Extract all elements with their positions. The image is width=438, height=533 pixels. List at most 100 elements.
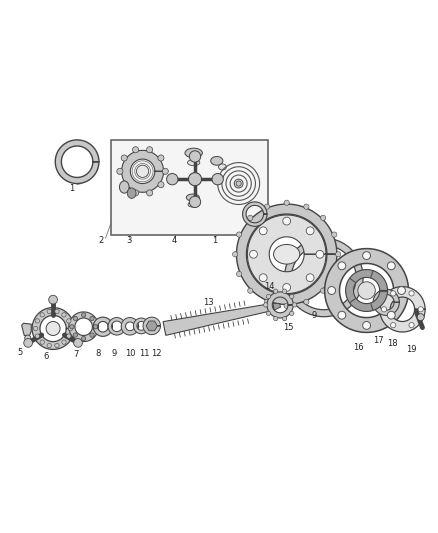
Text: 15: 15 [283,323,293,332]
Polygon shape [273,303,280,310]
Circle shape [381,306,387,312]
Circle shape [387,262,395,270]
Polygon shape [373,289,399,316]
Text: 13: 13 [203,298,214,307]
Circle shape [35,319,39,323]
Circle shape [137,165,149,177]
Circle shape [304,204,309,209]
Circle shape [358,282,375,299]
Circle shape [387,311,395,319]
Ellipse shape [188,202,198,207]
Circle shape [133,190,139,196]
Circle shape [273,289,278,293]
Circle shape [306,274,314,281]
Circle shape [158,155,164,161]
Polygon shape [237,204,337,304]
Polygon shape [285,238,363,317]
Circle shape [73,316,78,321]
Text: 10: 10 [125,349,136,358]
Circle shape [283,217,290,225]
Circle shape [284,303,289,309]
Text: 7: 7 [73,350,78,359]
Circle shape [417,313,424,321]
Circle shape [46,321,60,335]
Circle shape [47,309,51,313]
Circle shape [188,173,201,185]
Circle shape [55,343,59,348]
Circle shape [121,182,127,188]
Circle shape [67,334,71,338]
Polygon shape [134,318,149,334]
Circle shape [290,311,294,316]
Circle shape [363,252,371,260]
Circle shape [147,147,153,153]
Bar [111,140,268,235]
Circle shape [81,313,86,317]
Text: 12: 12 [151,349,161,358]
Circle shape [133,147,139,153]
Circle shape [292,303,297,307]
Text: 4: 4 [172,236,177,245]
Circle shape [283,317,287,321]
Ellipse shape [274,245,300,264]
Ellipse shape [211,157,223,165]
Circle shape [336,252,341,257]
Circle shape [304,299,309,304]
Circle shape [70,325,74,329]
Ellipse shape [219,164,226,170]
Circle shape [321,215,326,221]
Polygon shape [122,150,163,192]
Circle shape [250,251,258,258]
Ellipse shape [120,181,129,193]
Polygon shape [93,317,113,336]
Circle shape [117,168,123,174]
Circle shape [316,251,324,258]
Circle shape [290,294,294,298]
Circle shape [189,196,201,207]
Circle shape [284,200,289,205]
Ellipse shape [127,188,136,198]
Polygon shape [146,321,157,331]
Circle shape [40,340,44,344]
Circle shape [409,322,414,328]
Text: 5: 5 [18,349,23,358]
Circle shape [233,252,238,257]
Text: 17: 17 [373,336,384,345]
Circle shape [259,274,267,281]
Circle shape [363,321,371,329]
Polygon shape [380,287,425,332]
Polygon shape [69,312,99,342]
Text: 2: 2 [99,236,104,245]
Polygon shape [267,292,293,318]
Circle shape [147,190,153,196]
Polygon shape [55,140,99,183]
Circle shape [328,287,336,294]
Text: 8: 8 [95,349,100,358]
Circle shape [35,334,39,338]
Circle shape [321,288,326,293]
Circle shape [265,299,269,304]
Circle shape [418,306,424,312]
Circle shape [24,338,32,348]
Circle shape [264,303,268,307]
Circle shape [90,333,94,337]
Circle shape [398,287,406,294]
Circle shape [338,262,346,270]
Circle shape [409,291,414,296]
Circle shape [237,232,242,237]
Text: 19: 19 [406,345,417,354]
Circle shape [158,182,164,188]
Circle shape [273,317,278,321]
Text: 14: 14 [264,281,275,290]
Circle shape [68,326,73,330]
Text: 16: 16 [353,343,364,352]
Circle shape [74,338,82,348]
Polygon shape [163,303,274,335]
Polygon shape [121,318,139,335]
Circle shape [25,335,31,341]
Polygon shape [247,215,326,294]
Circle shape [162,168,168,174]
Circle shape [93,325,98,329]
Circle shape [283,284,290,292]
Polygon shape [325,248,409,333]
